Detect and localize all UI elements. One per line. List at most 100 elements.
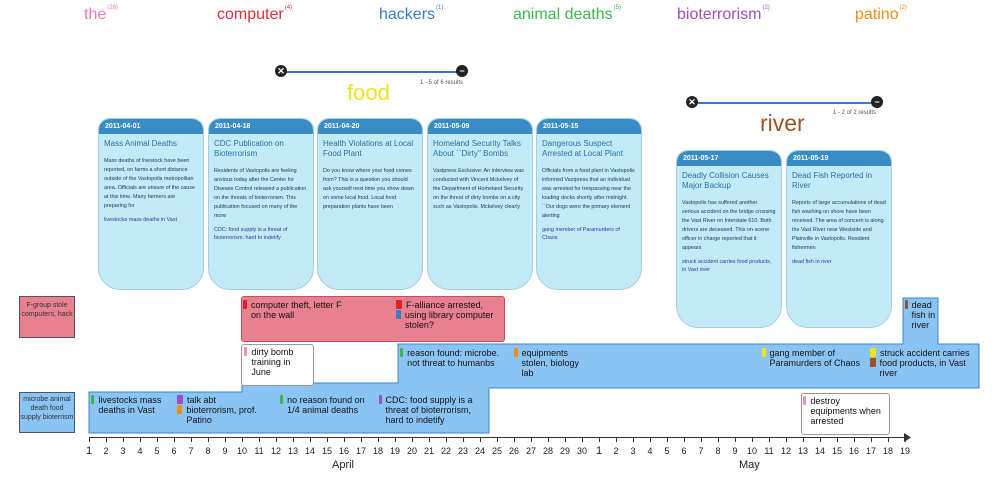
article-date: 2011-05-15 xyxy=(537,119,641,134)
axis-tick xyxy=(531,438,532,442)
axis-tick-label: 8 xyxy=(205,446,211,456)
article-title: Mass Animal Deaths xyxy=(104,139,177,148)
axis-tick-label: 18 xyxy=(372,446,383,456)
article-title: CDC Publication on Bioterrorism xyxy=(214,139,284,158)
event-cdc[interactable]: CDC: food supply is a threat of bioterro… xyxy=(379,395,485,425)
axis-tick-label: 12 xyxy=(780,446,791,456)
keyword-hackers[interactable]: hackers(1) xyxy=(379,5,444,24)
keyword-the-label: the xyxy=(84,6,107,23)
keyword-animal-deaths-label: animal deaths xyxy=(513,6,613,23)
axis-tick-label: 14 xyxy=(304,446,315,456)
axis-tick-label: 5 xyxy=(154,446,160,456)
article-card[interactable]: 2011-04-01 Mass Animal Deaths Mass death… xyxy=(98,118,204,290)
event-box-dirty-bomb[interactable] xyxy=(241,344,314,386)
event-swatch xyxy=(396,300,402,309)
event-text: destroy equipments when arrested xyxy=(810,396,881,426)
month-label-april: April xyxy=(332,459,355,471)
lane-label-blue[interactable]: microbe animal death food supply bioterr… xyxy=(19,392,75,433)
article-note: CDC: food supply is a threat of bioterro… xyxy=(214,227,288,241)
event-dirty-bomb[interactable]: dirty bomb training in June xyxy=(244,347,310,377)
event-dead-fish[interactable]: dead fish in river xyxy=(905,300,941,330)
axis-tick xyxy=(514,438,515,442)
article-note: gang member of Paramurders of Chaos xyxy=(542,227,620,241)
axis-tick xyxy=(497,438,498,442)
event-gang-member[interactable]: gang member of Paramurders of Chaos xyxy=(762,348,862,368)
topic-food: food xyxy=(347,80,390,105)
keyword-bioterrorism[interactable]: bioterrorism(2) xyxy=(677,5,770,24)
article-date: 2011-04-20 xyxy=(318,119,422,134)
event-swatch xyxy=(379,395,382,404)
article-body: Vastpress Exclusive: An interview was co… xyxy=(433,168,524,210)
event-box-destroy-equipments[interactable] xyxy=(801,393,890,435)
axis-tick xyxy=(293,438,294,442)
axis-tick-label: 16 xyxy=(848,446,859,456)
axis-tick xyxy=(888,438,889,442)
event-swatch xyxy=(177,395,183,404)
axis-tick-label: 9 xyxy=(222,446,228,456)
axis-tick-label: 10 xyxy=(236,446,247,456)
axis-tick xyxy=(157,438,158,442)
axis-tick xyxy=(140,438,141,442)
axis-tick xyxy=(650,438,651,442)
article-card[interactable]: 2011-05-09 Homeland Security Talks About… xyxy=(427,118,533,290)
river-range-start-icon[interactable]: ✕ xyxy=(686,96,698,108)
food-range-line xyxy=(284,71,462,73)
article-card[interactable]: 2011-05-17 Deadly Collision Causes Major… xyxy=(676,150,782,328)
axis-tick-label: 1 xyxy=(595,445,603,457)
event-equipments-stolen[interactable]: equipments stolen, biology lab xyxy=(514,348,592,378)
article-title: Dead Fish Reported in River xyxy=(792,171,873,190)
axis-tick-label: 13 xyxy=(797,446,808,456)
axis-tick-label: 6 xyxy=(171,446,177,456)
event-swatch xyxy=(91,395,95,404)
article-card[interactable]: 2011-05-19 Dead Fish Reported in River R… xyxy=(786,150,892,328)
keyword-patino[interactable]: patino(2) xyxy=(855,5,907,24)
keyword-animal-deaths[interactable]: animal deaths(5) xyxy=(513,5,621,24)
article-card[interactable]: 2011-05-15 Dangerous Suspect Arrested at… xyxy=(536,118,642,290)
article-body: Officials from a food plant in Vastopoli… xyxy=(542,168,635,219)
axis-tick xyxy=(803,438,804,442)
event-struck-accident[interactable]: struck accident carries food products, i… xyxy=(870,348,980,378)
river-range-end-icon[interactable]: − xyxy=(871,96,883,108)
keyword-hackers-label: hackers xyxy=(379,6,436,23)
article-body: Reports of large accumulations of dead f… xyxy=(792,200,886,251)
event-text: bioterrorism, prof. Patino xyxy=(186,405,257,425)
keyword-the[interactable]: the(28) xyxy=(84,5,118,24)
article-title: Health Violations at Local Food Plant xyxy=(323,139,414,158)
axis-tick-label: 10 xyxy=(746,446,757,456)
axis-tick xyxy=(395,438,396,442)
article-date: 2011-05-09 xyxy=(428,119,532,134)
food-range-start-icon[interactable]: ✕ xyxy=(275,65,287,77)
article-body: Residents of Vastopolis are feeling anxi… xyxy=(214,168,307,219)
article-body: Mass deaths of livestock have been repor… xyxy=(104,158,195,209)
month-label-may: May xyxy=(739,459,760,471)
event-livestocks[interactable]: livestocks mass deaths in Vast xyxy=(91,395,166,415)
axis-tick xyxy=(174,438,175,442)
axis-tick xyxy=(667,438,668,442)
axis-tick xyxy=(599,438,600,442)
axis-tick xyxy=(310,438,311,442)
event-reason-found[interactable]: reason found: microbe. not threat to hum… xyxy=(400,348,500,368)
article-card[interactable]: 2011-04-18 CDC Publication on Bioterrori… xyxy=(208,118,314,290)
axis-tick-label: 24 xyxy=(474,446,485,456)
article-date: 2011-05-17 xyxy=(677,151,781,166)
event-destroy-equipments[interactable]: destroy equipments when arrested xyxy=(803,396,887,426)
axis-tick xyxy=(191,438,192,442)
axis-tick xyxy=(327,438,328,442)
event-talk-abt[interactable]: talk abt bioterrorism, prof. Patino xyxy=(177,395,275,425)
keyword-computer[interactable]: computer(4) xyxy=(217,5,292,24)
event-no-reason[interactable]: no reason found on 1/4 animal deaths xyxy=(280,395,366,415)
lane-label-red[interactable]: F-group stole computers, hack xyxy=(19,296,75,338)
event-computer-theft[interactable]: computer theft, letter F on the wall xyxy=(243,300,343,320)
event-swatch xyxy=(514,348,518,357)
axis-tick xyxy=(735,438,736,442)
food-range-end-icon[interactable]: − xyxy=(456,65,468,77)
event-text: reason found: microbe. not threat to hum… xyxy=(407,348,500,368)
event-f-alliance[interactable]: F-alliance arrested, using library compu… xyxy=(396,300,501,330)
article-card[interactable]: 2011-04-20 Health Violations at Local Fo… xyxy=(317,118,423,290)
axis-tick-label: 7 xyxy=(698,446,704,456)
event-text: dirty bomb training in June xyxy=(251,347,294,377)
axis-tick xyxy=(106,438,107,442)
axis-tick-label: 14 xyxy=(814,446,825,456)
axis-tick xyxy=(871,438,872,442)
keyword-hackers-count: (1) xyxy=(436,5,444,11)
